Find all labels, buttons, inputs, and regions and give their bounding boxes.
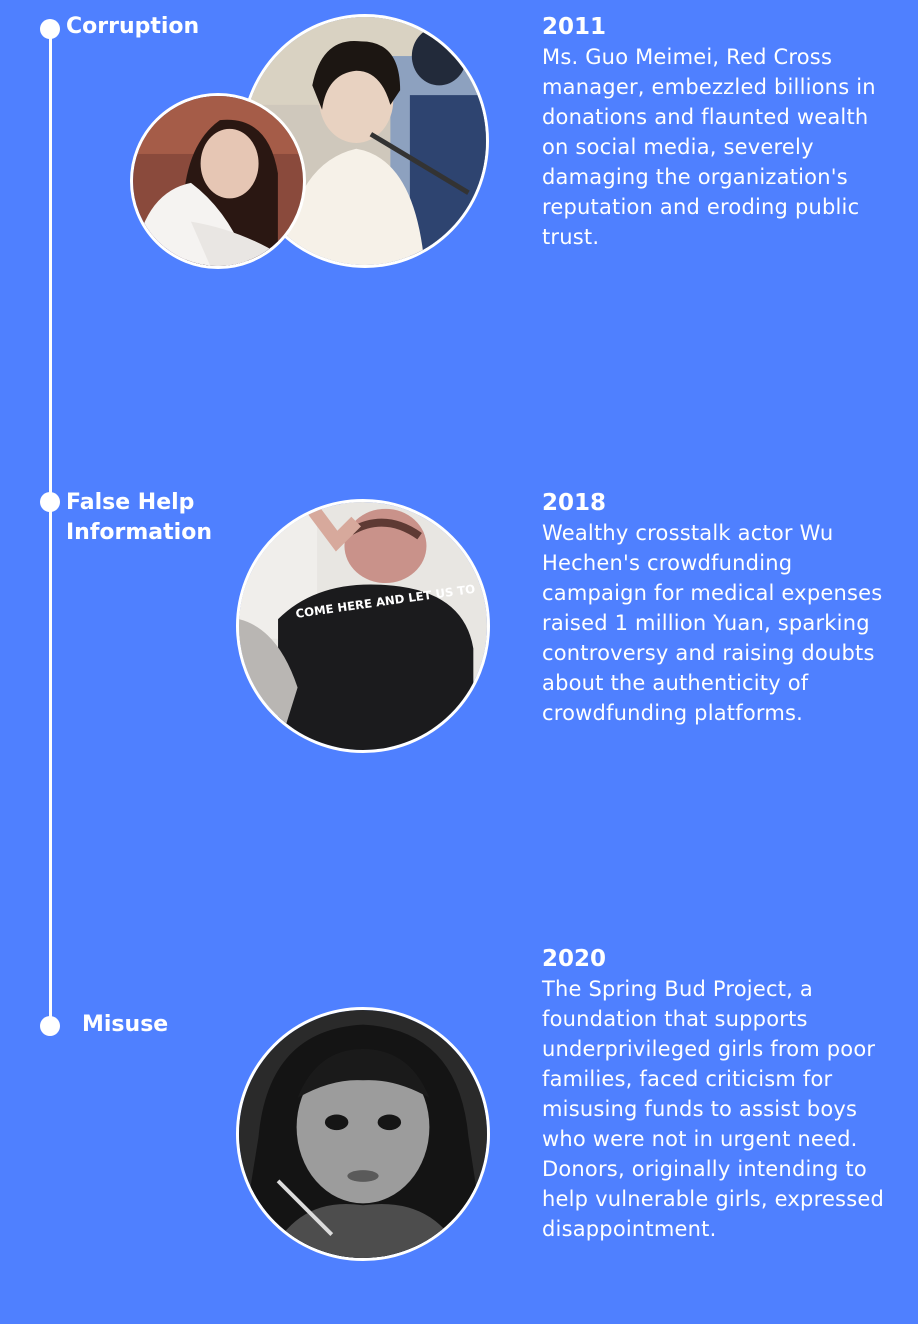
timeline-dot [40, 492, 60, 512]
photo-woman-fur [130, 93, 306, 269]
event-year: 2020 [542, 946, 607, 972]
event-description: Wealthy crosstalk actor Wu Hechen's crow… [542, 521, 883, 725]
event-description: The Spring Bud Project, a foundation tha… [542, 977, 884, 1241]
category-label: Corruption [66, 14, 200, 39]
category-line-1: False Help [66, 490, 195, 515]
photo-girl-bw [236, 1007, 490, 1261]
timeline-line [49, 28, 52, 1026]
event-year: 2011 [542, 14, 607, 40]
category-line-2: Information [66, 520, 212, 545]
category-label: Misuse [82, 1012, 169, 1037]
event-card: 2011 Ms. Guo Meimei, Red Cross manager, … [542, 12, 898, 252]
timeline-dot [40, 19, 60, 39]
category-label: False Help Information [66, 488, 212, 548]
timeline-dot [40, 1016, 60, 1036]
event-card: 2018 Wealthy crosstalk actor Wu Hechen's… [542, 488, 898, 728]
event-description: Ms. Guo Meimei, Red Cross manager, embez… [542, 45, 876, 249]
event-card: 2020 The Spring Bud Project, a foundatio… [542, 944, 898, 1244]
photo-man-black-shirt: COME HERE AND LET US TO [236, 499, 490, 753]
event-year: 2018 [542, 490, 607, 516]
